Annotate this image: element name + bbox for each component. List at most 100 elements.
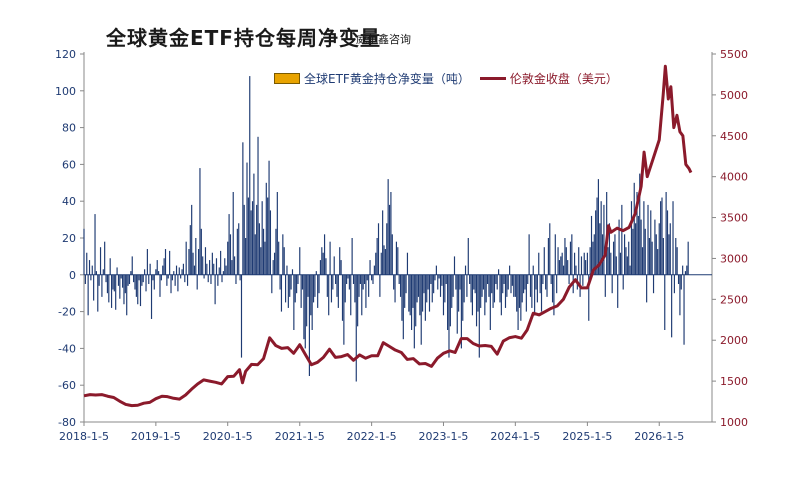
etf-bar xyxy=(489,274,491,330)
etf-bar xyxy=(619,252,622,275)
etf-bar xyxy=(617,274,619,308)
etf-bar xyxy=(549,223,551,275)
left-axis-tick-label: -80 xyxy=(58,416,76,429)
etf-bar xyxy=(112,274,114,290)
etf-bar xyxy=(543,247,545,275)
etf-bar xyxy=(337,274,339,308)
etf-bar xyxy=(126,274,128,316)
etf-bar xyxy=(668,234,670,275)
etf-bar xyxy=(352,274,355,284)
etf-bar xyxy=(684,271,687,275)
etf-bar xyxy=(351,238,353,275)
etf-bar xyxy=(402,274,404,340)
etf-bar xyxy=(102,269,104,275)
etf-bar xyxy=(366,274,368,281)
etf-bar xyxy=(372,274,374,284)
etf-bar xyxy=(471,274,473,316)
etf-bar xyxy=(474,274,476,294)
x-axis-tick-label: 2021-1-5 xyxy=(275,430,325,443)
etf-bar xyxy=(646,274,648,303)
etf-bar xyxy=(442,274,445,316)
etf-bar xyxy=(119,274,121,299)
etf-bar xyxy=(415,274,417,327)
etf-bar xyxy=(167,274,169,279)
etf-bar xyxy=(90,274,92,281)
etf-bar xyxy=(529,274,532,297)
etf-bar xyxy=(412,274,414,308)
etf-bar xyxy=(329,241,331,275)
etf-bar xyxy=(83,228,85,275)
etf-bar xyxy=(88,260,91,275)
etf-bar xyxy=(291,269,294,275)
etf-bar xyxy=(243,204,245,275)
etf-bar xyxy=(376,238,378,275)
etf-bar xyxy=(590,215,593,275)
etf-bar xyxy=(586,252,588,275)
etf-bar xyxy=(91,265,93,275)
etf-bar xyxy=(567,260,569,275)
etf-bar xyxy=(643,201,645,275)
etf-bar xyxy=(599,223,601,275)
etf-bar xyxy=(612,241,615,275)
etf-bar xyxy=(247,197,249,275)
etf-bar xyxy=(97,274,99,312)
etf-bar xyxy=(470,274,472,303)
left-y-axis: 120 100 80 60 40 20 0 -20 -40 -60 -80 xyxy=(55,48,85,429)
etf-bar xyxy=(661,197,663,275)
etf-bar xyxy=(452,274,454,297)
etf-bar xyxy=(464,265,467,275)
etf-bar xyxy=(297,274,299,284)
etf-bar xyxy=(209,260,211,275)
etf-bar xyxy=(294,274,296,303)
etf-bar-series xyxy=(83,76,689,382)
etf-bar xyxy=(115,274,117,310)
etf-bar xyxy=(260,247,262,275)
chart-source: 威尔鑫咨询 xyxy=(356,33,411,46)
x-axis-tick-label: 2025-1-5 xyxy=(562,430,612,443)
etf-bar xyxy=(686,265,688,275)
etf-bar xyxy=(592,241,594,275)
etf-bar xyxy=(477,274,479,312)
etf-bar xyxy=(206,263,208,275)
etf-bar xyxy=(671,274,673,338)
etf-bar xyxy=(506,274,508,297)
etf-bar xyxy=(615,256,617,275)
etf-bar xyxy=(318,274,320,294)
etf-bar xyxy=(676,247,678,275)
etf-bar xyxy=(558,260,561,275)
etf-bar xyxy=(203,274,205,279)
etf-bar xyxy=(359,274,361,284)
etf-bar xyxy=(651,241,653,275)
etf-bar xyxy=(191,204,193,275)
etf-bar xyxy=(303,274,305,340)
etf-bar xyxy=(550,274,552,284)
right-axis-tick-label: 1000 xyxy=(720,416,748,429)
etf-bar xyxy=(146,249,148,275)
left-axis-tick-label: 120 xyxy=(55,48,76,61)
etf-bar xyxy=(500,274,502,316)
etf-bar xyxy=(195,238,197,275)
etf-bar xyxy=(95,271,97,275)
etf-bar xyxy=(539,274,541,294)
etf-bar xyxy=(197,249,200,275)
etf-bar xyxy=(451,274,453,308)
etf-bar xyxy=(531,274,533,308)
etf-bar xyxy=(596,197,598,275)
etf-bar xyxy=(687,241,689,275)
etf-bar xyxy=(224,258,226,275)
left-axis-tick-label: 100 xyxy=(55,85,76,98)
etf-bar xyxy=(105,274,107,283)
etf-bar xyxy=(504,274,507,308)
etf-bar xyxy=(220,250,222,275)
left-axis-tick-label: 0 xyxy=(69,269,76,282)
etf-bar xyxy=(534,274,536,316)
right-axis-tick-label: 4500 xyxy=(720,130,748,143)
etf-bar xyxy=(156,260,158,275)
etf-bar xyxy=(547,238,549,275)
etf-bar xyxy=(343,274,345,345)
etf-bar xyxy=(434,274,436,281)
etf-bar xyxy=(398,274,400,284)
etf-bar xyxy=(655,234,657,275)
etf-bar xyxy=(170,274,172,294)
x-axis-tick-label: 2018-1-5 xyxy=(59,430,109,443)
